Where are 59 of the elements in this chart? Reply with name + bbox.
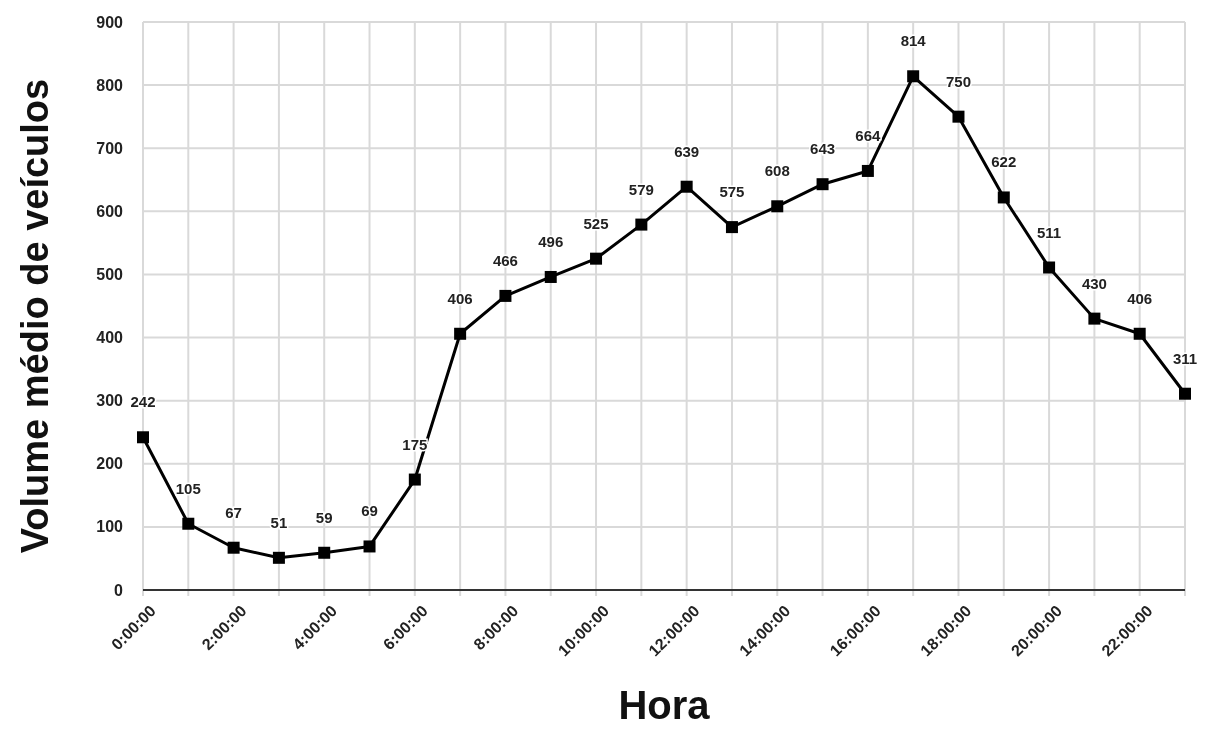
point — [182, 517, 195, 530]
point — [997, 191, 1010, 204]
data-label: 466 — [492, 251, 518, 269]
data-label: 311 — [1172, 349, 1198, 367]
point — [861, 164, 874, 177]
data-label: 579 — [628, 180, 654, 198]
y-tick-label: 800 — [96, 76, 124, 94]
point — [590, 252, 603, 265]
data-label: 511 — [1036, 223, 1062, 241]
y-tick-label: 0 — [114, 581, 124, 599]
y-tick-label: 400 — [96, 329, 124, 347]
point — [1043, 261, 1056, 274]
point — [635, 218, 648, 231]
point — [363, 540, 376, 553]
y-tick-label: 300 — [96, 392, 124, 410]
point — [907, 70, 920, 83]
point — [1179, 387, 1191, 400]
point — [952, 110, 965, 123]
data-label: 406 — [1127, 289, 1153, 307]
data-label: 525 — [583, 214, 609, 232]
data-label: 59 — [315, 508, 333, 526]
x-axis-title: Hora — [618, 683, 711, 727]
point — [816, 178, 829, 191]
data-label: 430 — [1081, 274, 1107, 292]
point — [454, 327, 467, 340]
data-label: 69 — [361, 502, 378, 520]
point — [1133, 327, 1146, 340]
data-label: 750 — [945, 72, 971, 90]
point — [499, 289, 512, 302]
data-label: 622 — [991, 153, 1017, 171]
data-label: 67 — [225, 503, 242, 521]
point — [680, 180, 693, 193]
data-label: 575 — [719, 183, 745, 201]
point — [318, 546, 331, 559]
data-label: 242 — [130, 393, 156, 411]
y-tick-label: 700 — [96, 139, 124, 157]
point — [272, 551, 285, 564]
data-label: 608 — [764, 162, 790, 180]
data-label: 105 — [175, 479, 201, 497]
point — [408, 473, 421, 486]
data-label: 814 — [900, 32, 927, 50]
y-axis-title: Volume médio de veículos — [14, 78, 56, 554]
data-label: 51 — [270, 513, 288, 531]
point — [725, 221, 738, 234]
data-label: 643 — [810, 140, 836, 158]
y-tick-label: 600 — [96, 202, 124, 220]
y-tick-label: 200 — [96, 455, 124, 473]
point — [227, 541, 240, 554]
y-tick-label: 100 — [96, 518, 124, 536]
y-tick-label: 500 — [96, 266, 124, 284]
data-label: 406 — [447, 289, 473, 307]
point — [544, 270, 557, 283]
y-tick-label: 900 — [96, 13, 124, 31]
data-label: 496 — [538, 232, 564, 250]
point — [137, 431, 149, 444]
data-label: 664 — [855, 126, 882, 144]
data-label: 639 — [674, 142, 700, 160]
point — [771, 200, 784, 213]
point — [1088, 312, 1101, 325]
